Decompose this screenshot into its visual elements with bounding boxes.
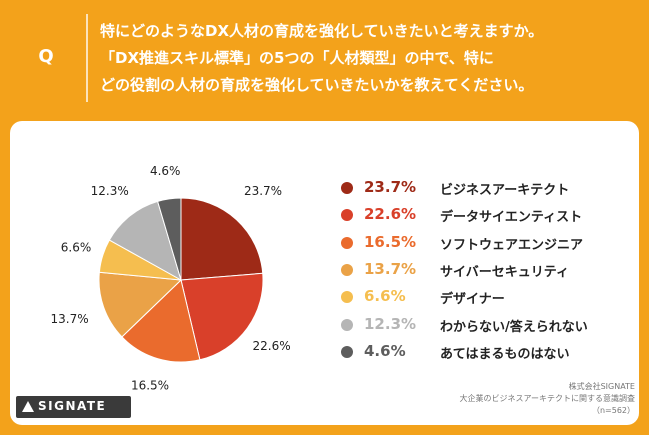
legend-value: 22.6% [364, 205, 417, 224]
pie-slices [98, 197, 264, 363]
legend-value: 6.6% [364, 287, 406, 306]
legend-label: データサイエンティスト [440, 210, 583, 226]
legend-item: 6.6% デザイナー [341, 285, 631, 309]
legend-label: わからない/答えられない [440, 319, 588, 335]
pie-labels: 23.7% 22.6% 16.5% 13.7% 6.6% 12.3% 4.6% [51, 164, 291, 392]
legend-label: ソフトウェアエンジニア [440, 237, 584, 253]
legend-swatch [341, 236, 353, 249]
pie-slice [180, 197, 264, 281]
pie-slice [157, 197, 182, 281]
source-line: 株式会社SIGNATE [568, 382, 635, 391]
legend-item: 13.7% サイバーセキュリティ [341, 258, 631, 282]
question-divider [86, 14, 88, 102]
legend-value: 4.6% [364, 341, 406, 360]
pie-slice [121, 279, 201, 363]
legend-swatch [341, 209, 353, 222]
legend-item: 22.6% データサイエンティスト [341, 203, 631, 227]
pie-data-label: 16.5% [131, 379, 169, 393]
legend-value: 23.7% [364, 178, 417, 196]
legend-label: あてはまるものはない [440, 346, 570, 362]
legend-label: サイバーセキュリティ [440, 264, 569, 280]
source-note: 株式会社SIGNATE 大企業のビジネスアーキテクトに関する意識調査 （n=56… [459, 381, 635, 417]
question-line: 特にどのようなDX人材の育成を強化していきたいと考えますか。 [100, 22, 544, 40]
source-line: （n=562） [591, 406, 635, 415]
pie-data-label: 4.6% [150, 164, 181, 178]
legend-value: 12.3% [364, 314, 417, 333]
legend-item: 12.3% わからない/答えられない [341, 313, 631, 337]
question-mark: Q [38, 46, 54, 67]
pie-data-label: 23.7% [244, 184, 282, 198]
legend-item: 16.5% ソフトウェアエンジニア [341, 231, 631, 255]
pie-slice [180, 272, 264, 361]
legend-label: デザイナー [440, 292, 505, 308]
logo-triangle-icon [22, 401, 34, 412]
question-header: Q 特にどのようなDX人材の育成を強化していきたいと考えますか。 「DX推進スキ… [0, 0, 649, 120]
legend-swatch [341, 345, 353, 358]
question-text: 特にどのようなDX人材の育成を強化していきたいと考えますか。 「DX推進スキル標… [100, 18, 640, 99]
legend-item: 23.7% ビジネスアーキテクト [341, 176, 631, 200]
logo-text: SIGNATE [38, 399, 107, 413]
pie-data-label: 22.6% [253, 339, 291, 353]
legend-value: 16.5% [364, 232, 417, 251]
source-line: 大企業のビジネスアーキテクトに関する意識調査 [459, 394, 635, 403]
legend-label: ビジネスアーキテクト [440, 183, 570, 198]
legend-value: 13.7% [364, 259, 417, 278]
pie-data-label: 13.7% [51, 312, 89, 326]
legend-swatch [341, 182, 353, 194]
legend-item: 4.6% あてはまるものはない [341, 340, 631, 364]
legend-swatch [341, 263, 353, 276]
signate-logo: SIGNATE [16, 396, 131, 418]
pie-slice [98, 271, 183, 338]
legend-swatch [341, 291, 353, 304]
legend-swatch [341, 318, 353, 331]
question-line: どの役割の人材の育成を強化していきたいかを教えてください。 [100, 76, 534, 94]
pie-data-label: 6.6% [61, 240, 92, 254]
question-line: 「DX推進スキル標準」の5つの「人材類型」の中で、特に [100, 49, 494, 67]
pie-data-label: 12.3% [91, 184, 129, 198]
